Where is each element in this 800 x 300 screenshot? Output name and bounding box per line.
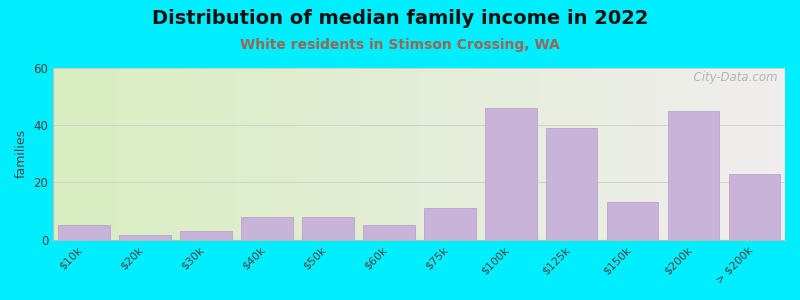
- Bar: [729, 174, 781, 240]
- Bar: [606, 202, 658, 240]
- Bar: [362, 225, 414, 240]
- Y-axis label: families: families: [15, 129, 28, 178]
- Bar: [119, 235, 170, 240]
- Bar: [180, 231, 232, 240]
- Bar: [58, 225, 110, 240]
- Bar: [546, 128, 598, 240]
- Bar: [241, 217, 293, 240]
- Text: City-Data.com: City-Data.com: [686, 71, 778, 84]
- Bar: [424, 208, 475, 240]
- Bar: [485, 108, 537, 240]
- Bar: [668, 111, 719, 240]
- Text: White residents in Stimson Crossing, WA: White residents in Stimson Crossing, WA: [240, 38, 560, 52]
- Bar: [302, 217, 354, 240]
- Text: Distribution of median family income in 2022: Distribution of median family income in …: [152, 9, 648, 28]
